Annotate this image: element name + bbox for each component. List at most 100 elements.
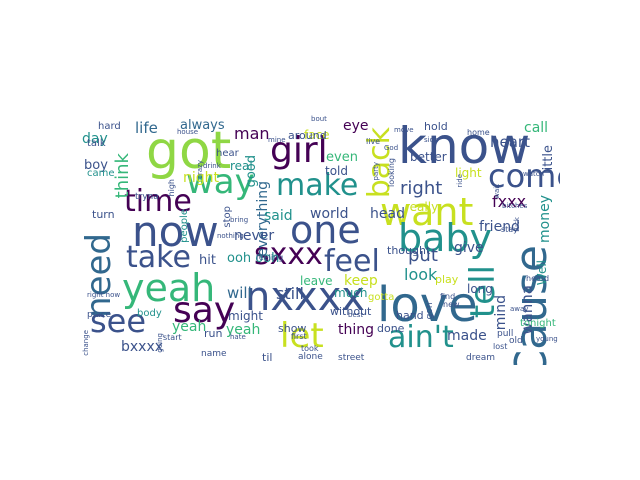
cloud-word: told	[325, 164, 348, 178]
cloud-word: bring	[230, 216, 249, 224]
cloud-word: call	[524, 120, 549, 136]
cloud-word: live	[366, 137, 381, 146]
cloud-word: party	[372, 162, 380, 181]
cloud-word: ride	[456, 174, 464, 188]
cloud-word: old	[509, 336, 523, 346]
cloud-word: look	[404, 265, 438, 284]
cloud-word: man	[234, 124, 270, 143]
cloud-word: dream	[466, 353, 496, 363]
cloud-word: love	[377, 277, 478, 333]
cloud-word: much	[334, 286, 368, 300]
cloud-word: street	[338, 353, 365, 363]
cloud-word: talk	[87, 138, 106, 149]
cloud-word: bitches	[502, 202, 528, 210]
cloud-word: gotta	[368, 292, 395, 303]
cloud-word: even	[326, 150, 358, 165]
cloud-word: better	[410, 150, 447, 164]
cloud-word: come	[488, 157, 560, 195]
cloud-word: day	[82, 131, 108, 147]
cloud-word: change	[82, 330, 90, 356]
cloud-word: girl	[270, 130, 328, 171]
cloud-word: house	[177, 128, 199, 136]
cloud-word: hold	[424, 120, 448, 133]
cloud-word: got	[146, 121, 232, 181]
cloud-word: young	[536, 335, 558, 343]
cloud-word: world	[310, 206, 349, 222]
cloud-word: made	[447, 328, 487, 344]
cloud-word: really	[405, 200, 439, 214]
cloud-word: side	[424, 136, 439, 144]
cloud-word: real	[230, 159, 253, 173]
cloud-word: thought	[387, 244, 431, 257]
cloud-word: fxxx	[492, 192, 527, 211]
cloud-word: will	[227, 284, 252, 302]
cloud-word: start	[163, 333, 182, 342]
cloud-word: new	[443, 300, 460, 309]
cloud-word: baby	[398, 216, 493, 260]
cloud-word: run	[204, 327, 223, 340]
cloud-word: alone	[298, 352, 323, 362]
cloud-word: first	[291, 332, 307, 341]
cloud-word: God	[384, 144, 399, 152]
cloud-word: light	[455, 166, 482, 180]
cloud-word: see	[90, 302, 147, 340]
cloud-word: time	[124, 184, 192, 219]
cloud-word: boy	[84, 158, 108, 173]
cloud-word: still	[276, 284, 304, 303]
cloud-word: long	[467, 282, 493, 296]
cloud-word: bxxxx	[121, 339, 164, 355]
cloud-word: tonight	[520, 318, 556, 329]
cloud-word: way	[186, 162, 255, 202]
cloud-word: leave	[300, 274, 333, 288]
cloud-word: looking	[387, 158, 396, 188]
cloud-word: gon'	[425, 300, 435, 320]
cloud-word: took	[301, 344, 319, 353]
cloud-word: away	[510, 305, 529, 313]
cloud-word: came	[87, 168, 115, 179]
cloud-word: yeah	[226, 322, 261, 338]
cloud-word: around	[288, 129, 327, 142]
cloud-word: bout	[311, 115, 327, 123]
cloud-word: nxxxx	[245, 274, 366, 320]
cloud-word: done	[377, 322, 405, 335]
cloud-word: place	[87, 310, 112, 320]
cloud-word: keep	[344, 273, 378, 289]
cloud-word: without	[330, 305, 372, 318]
cloud-word: body	[137, 308, 162, 319]
word-cloud: knowgotgirlbackwaycometimemakewantnowone…	[80, 115, 560, 365]
cloud-word: people	[179, 209, 190, 243]
cloud-word: feel	[324, 244, 380, 279]
cloud-word: ain't	[388, 320, 454, 355]
cloud-word: sxxx	[254, 237, 323, 272]
cloud-word: want	[380, 190, 474, 234]
cloud-word: hand	[396, 309, 424, 322]
cloud-word: find	[440, 292, 456, 301]
cloud-word: going	[156, 333, 164, 353]
cloud-word: said	[264, 208, 293, 224]
cloud-word: never	[234, 228, 275, 244]
cloud-word: right	[400, 178, 443, 199]
cloud-word: heard	[526, 274, 550, 283]
cloud-word: til	[262, 351, 273, 364]
cloud-word: eye	[343, 118, 369, 134]
cloud-word: lost	[493, 342, 508, 351]
cloud-word: fuck	[513, 217, 521, 232]
cloud-word: home	[467, 128, 490, 137]
cloud-word: move	[394, 126, 414, 134]
cloud-word: life	[135, 119, 158, 137]
cloud-word: let	[280, 316, 324, 356]
cloud-word: pull	[497, 329, 514, 339]
cloud-word: night	[183, 170, 220, 186]
cloud-word: best	[348, 311, 364, 319]
cloud-word: mine	[268, 136, 286, 144]
cloud-word: friend	[479, 219, 520, 235]
cloud-word: high	[167, 179, 176, 197]
cloud-word: make	[276, 168, 359, 203]
cloud-word: know	[398, 117, 531, 175]
cloud-word: money	[537, 195, 553, 243]
cloud-word: give	[454, 240, 484, 256]
cloud-word: tryna	[135, 192, 159, 202]
cloud-word: play	[435, 273, 459, 286]
cloud-word: always	[180, 118, 225, 133]
cloud-word: yeah	[122, 266, 216, 310]
